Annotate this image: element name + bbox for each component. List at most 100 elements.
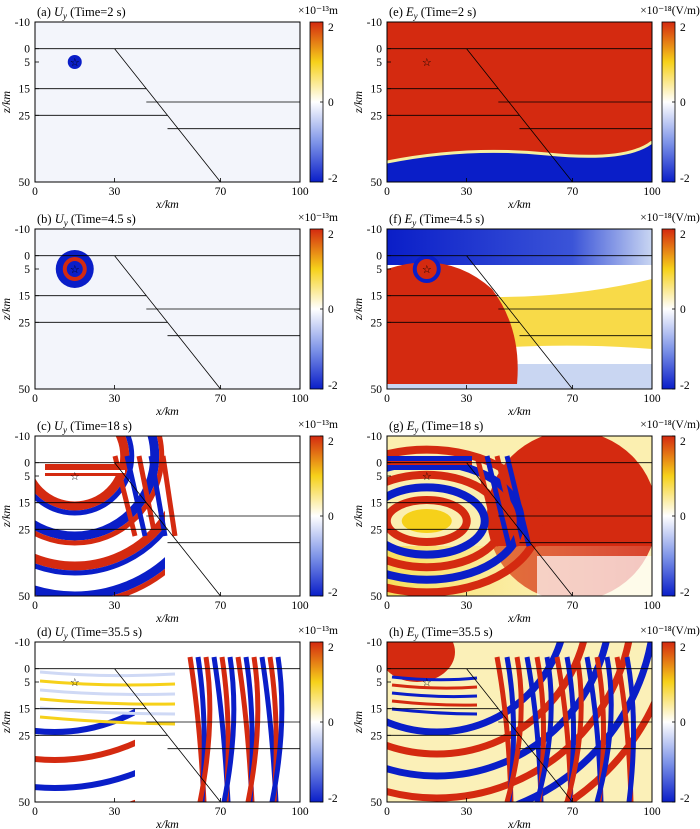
wavefront	[484, 455, 512, 547]
xtick-label: 30	[461, 186, 473, 198]
ytick-label: 50	[371, 797, 383, 809]
ytick-label: 50	[19, 591, 31, 603]
ytick-label: 15	[371, 498, 383, 510]
xtick-label: 0	[384, 806, 390, 818]
xtick-label: 0	[32, 186, 38, 198]
field-region	[387, 262, 518, 384]
ytick-label: 5	[24, 677, 30, 689]
unit-label: ×10⁻¹³m	[298, 625, 338, 637]
unit-label: ×10⁻¹³m	[298, 5, 338, 17]
xtick-label: 30	[109, 393, 121, 405]
xtick-label: 100	[643, 600, 661, 612]
source-star-icon: ☆	[70, 264, 80, 276]
ytick-label: 0	[376, 664, 382, 676]
xtick-label: 0	[32, 393, 38, 405]
colorbar-tick-label: -2	[328, 587, 338, 599]
xtick-label: 100	[291, 186, 309, 198]
wavefront	[35, 642, 209, 735]
colorbar-tick-label: 0	[328, 511, 334, 523]
y-axis-label: z/km	[0, 711, 13, 734]
colorbar-tick-label: 0	[328, 304, 334, 316]
xtick-label: 30	[109, 600, 121, 612]
ytick-label: 50	[371, 591, 383, 603]
fault-line	[466, 462, 573, 597]
wavefront	[564, 656, 584, 802]
x-axis-label: x/km	[155, 817, 179, 829]
wavefront	[221, 656, 237, 802]
ytick-label: 50	[371, 177, 383, 189]
field-region	[387, 142, 652, 182]
ytick-label: 0	[24, 664, 30, 676]
ytick-label: 0	[24, 44, 30, 56]
wavefront	[269, 656, 285, 802]
axes-frame	[34, 435, 301, 597]
colorbar-tick-label: 2	[680, 642, 686, 654]
ytick-label: 25	[19, 110, 31, 122]
wavefront	[391, 707, 478, 716]
wavefront	[401, 509, 452, 533]
wave-source-blob	[67, 55, 82, 69]
wavefront	[387, 445, 543, 596]
ytick-label: 50	[19, 797, 31, 809]
ytick-label: -10	[15, 224, 31, 236]
wavefront	[35, 436, 165, 546]
wavefront	[412, 255, 441, 283]
xtick-label: 30	[109, 186, 121, 198]
wavefront	[391, 683, 478, 690]
field-region	[387, 642, 455, 682]
fault-line	[466, 255, 573, 390]
wavefront	[124, 455, 148, 537]
colorbar-tick-label: 0	[680, 304, 686, 316]
wavefront	[514, 455, 542, 547]
field-region	[537, 556, 652, 596]
x-axis-label: x/km	[155, 197, 179, 211]
x-axis-label: x/km	[507, 404, 531, 418]
panel-title: (b) Uy (Time=4.5 s)	[37, 212, 136, 228]
colorbar-tick-label: -2	[328, 173, 338, 185]
x-axis-label: x/km	[507, 197, 531, 211]
source-star-icon: ☆	[70, 57, 80, 69]
xtick-label: 0	[384, 600, 390, 612]
ytick-label: -10	[367, 637, 383, 649]
wavefront	[387, 642, 565, 736]
xtick-label: 70	[567, 393, 579, 405]
wavefront	[387, 140, 652, 164]
xtick-label: 30	[109, 806, 121, 818]
y-axis-label: z/km	[351, 505, 365, 528]
wavefront	[35, 436, 135, 516]
xtick-label: 70	[567, 186, 579, 198]
ytick-label: 5	[376, 57, 382, 69]
colorbar-tick-label: -2	[680, 380, 690, 392]
xtick-label: 70	[215, 393, 227, 405]
unit-label: ×10⁻¹³m	[298, 212, 338, 224]
wavefront	[35, 642, 270, 791]
fault-line	[114, 255, 221, 390]
ytick-label: 0	[24, 458, 30, 470]
unit-label: ×10⁻¹⁸(V/m)	[640, 625, 700, 637]
fault-line	[466, 48, 573, 183]
y-axis-label: z/km	[0, 91, 13, 114]
axes-frame	[386, 21, 653, 183]
ytick-label: -10	[367, 431, 383, 443]
ytick-label: 25	[19, 317, 31, 329]
colorbar-tick-label: 2	[328, 229, 334, 241]
xtick-label: 100	[643, 186, 661, 198]
axes-frame	[34, 641, 301, 803]
colorbar-tick-label: 0	[680, 97, 686, 109]
ytick-label: 0	[376, 458, 382, 470]
source-star-icon: ☆	[422, 677, 432, 689]
colorbar-tick-label: 0	[328, 717, 334, 729]
wavefront	[624, 656, 637, 802]
ytick-label: 0	[376, 251, 382, 263]
ytick-label: -10	[15, 17, 31, 29]
xtick-label: 70	[215, 186, 227, 198]
wavefront	[39, 688, 176, 696]
xtick-label: 0	[384, 186, 390, 198]
wavefront	[39, 679, 176, 687]
x-axis-label: x/km	[507, 817, 531, 829]
xtick-label: 30	[461, 600, 473, 612]
ytick-label: 25	[371, 317, 383, 329]
